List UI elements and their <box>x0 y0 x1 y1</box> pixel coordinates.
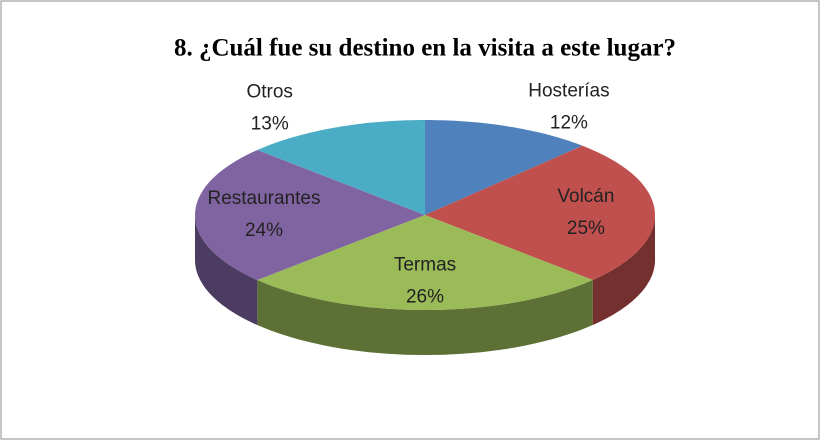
slice-label: Restaurantes <box>207 188 320 209</box>
slice-side <box>195 215 258 325</box>
slice-label: Hosterías <box>528 80 609 101</box>
slice-side-shade <box>592 215 655 325</box>
slice <box>257 120 425 215</box>
slice-value-label: 25% <box>567 218 605 239</box>
slice-label: Termas <box>394 255 456 276</box>
slice-side-shade <box>195 215 258 325</box>
slice-label: Volcán <box>557 186 614 207</box>
slice-value-label: 26% <box>406 287 444 308</box>
slice-value-label: 24% <box>245 220 283 241</box>
slice-side-shade <box>257 280 593 355</box>
slice-side <box>592 215 655 325</box>
slice-value-label: 13% <box>251 114 289 135</box>
slice <box>257 215 593 310</box>
slice-value-label: 12% <box>550 112 588 133</box>
slice <box>195 150 425 280</box>
slice-label: Otros <box>246 82 292 103</box>
chart-title: 8. ¿Cuál fue su destino en la visita a e… <box>174 35 676 62</box>
slice <box>425 145 655 280</box>
slice <box>425 120 583 215</box>
slice-side <box>257 280 593 355</box>
